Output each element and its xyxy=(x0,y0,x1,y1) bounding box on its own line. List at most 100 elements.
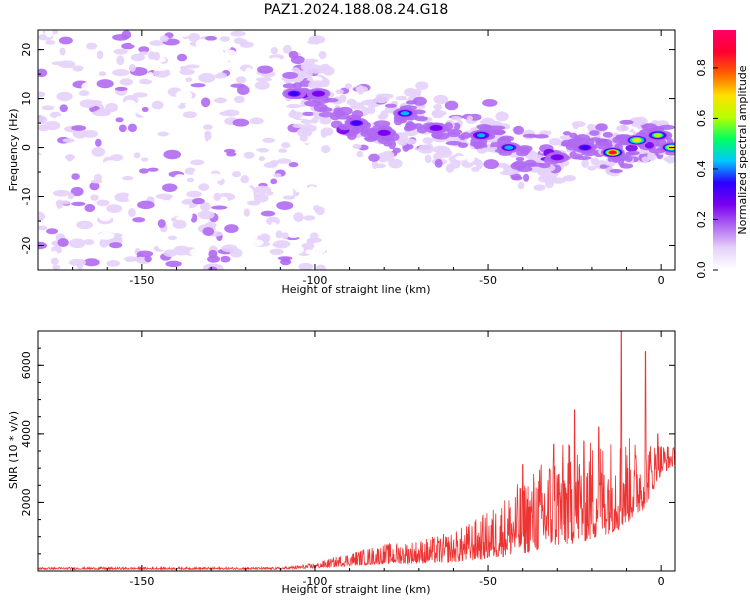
spectrum-blob xyxy=(392,147,401,154)
spectrum-blob xyxy=(197,210,215,220)
spectrum-blob xyxy=(226,151,237,157)
spectrum-blob xyxy=(38,225,48,231)
spectrum-blob xyxy=(574,155,592,161)
spectrum-blob xyxy=(319,107,333,113)
spectrum-blob xyxy=(157,131,169,137)
spectrum-blob xyxy=(50,176,62,182)
spectrum-blob xyxy=(128,64,136,72)
spectrum-blob xyxy=(38,142,45,148)
spectrum-blob xyxy=(287,187,294,198)
spectrum-blob xyxy=(533,184,546,191)
spectrum-blob xyxy=(285,103,302,109)
spectrum-blob xyxy=(487,125,506,130)
spectrum-blob xyxy=(43,47,53,53)
spectrum-blob xyxy=(116,55,125,66)
spectrum-blob xyxy=(290,55,305,65)
spectrum-blob xyxy=(516,149,529,157)
spectrum-blob xyxy=(595,123,608,131)
x-tick-label: -50 xyxy=(479,575,497,588)
spectrum-blob xyxy=(641,156,650,163)
spectrum-blob xyxy=(144,255,152,263)
spectrum-blob xyxy=(159,35,169,42)
spectrum-blob xyxy=(142,240,155,248)
spectrum-blob xyxy=(83,238,95,246)
spectrum-blob xyxy=(277,158,292,164)
spectrum-blob xyxy=(136,250,154,258)
spectrum-blob xyxy=(292,123,304,128)
spectrum-blob xyxy=(633,116,648,126)
spectrum-blob xyxy=(214,49,221,56)
spectrum-blob xyxy=(83,258,100,267)
spectrum-blob xyxy=(186,190,202,198)
spectrum-blob xyxy=(282,83,296,89)
spectrum-blob xyxy=(44,30,53,38)
spectrum-blob xyxy=(55,200,71,205)
spectrum-blob xyxy=(185,77,193,82)
spectrum-blob xyxy=(93,173,103,181)
spectrum-blob xyxy=(381,150,395,160)
spectrum-blob xyxy=(246,250,260,259)
spectrum-blob xyxy=(272,36,280,44)
spectrum-blob xyxy=(132,217,146,223)
spectrum-blob xyxy=(141,106,149,113)
spectrum-blob xyxy=(373,120,391,128)
spectrum-blob xyxy=(367,104,376,115)
spectrum-blob xyxy=(72,128,88,139)
spectrum-blob xyxy=(113,48,128,55)
spectrum-blob xyxy=(351,120,362,126)
spectrum-blob xyxy=(170,217,177,222)
spectrum-blob xyxy=(249,235,258,240)
spectrum-blob xyxy=(243,182,250,193)
spectrum-blob xyxy=(513,125,525,135)
spectrum-blob xyxy=(67,220,77,229)
spectrum-blob xyxy=(120,222,133,228)
spectrum-blob xyxy=(172,219,187,229)
spectrum-blob xyxy=(495,111,509,122)
spectrum-blob xyxy=(201,166,212,174)
spectrum-blob xyxy=(580,145,590,150)
x-tick-label: -100 xyxy=(302,575,327,588)
spectrum-blob xyxy=(136,145,153,152)
spectrum-blob xyxy=(254,213,262,219)
spectrum-blob xyxy=(418,144,433,154)
spectrum-blob xyxy=(190,159,205,166)
spectrum-blob xyxy=(85,42,98,50)
spectrum-blob xyxy=(138,46,150,53)
spectrum-blob xyxy=(453,110,466,115)
spectrum-blob xyxy=(203,124,213,130)
spectrum-blob xyxy=(66,154,73,162)
colorbar-tick-label: 0.6 xyxy=(695,110,708,128)
spectrum-blob xyxy=(590,157,600,166)
spectrum-blob xyxy=(356,85,365,95)
spectrum-blob xyxy=(269,248,284,256)
spectrum-blob xyxy=(146,59,159,69)
spectrum-blob xyxy=(159,199,175,206)
spectrum-blob xyxy=(565,175,573,182)
spectrum-blob xyxy=(457,142,469,148)
y-tick-label: 20 xyxy=(20,43,33,57)
spectrum-blob xyxy=(232,170,242,178)
y-tick-label: -10 xyxy=(20,188,33,206)
spectrum-blob xyxy=(517,181,525,190)
spectrum-blob xyxy=(192,197,205,205)
spectrum-blob xyxy=(405,100,417,105)
spectrum-blob xyxy=(114,86,128,91)
y-tick-label: 6000 xyxy=(20,351,33,379)
spectrum-blob xyxy=(150,128,158,135)
spectrum-blob xyxy=(273,173,282,178)
spectrum-blob xyxy=(298,262,314,270)
x-tick-label: 0 xyxy=(658,274,665,287)
spectrum-blob xyxy=(219,36,230,42)
spectrum-blob xyxy=(422,137,434,144)
spectrum-blob xyxy=(290,109,297,117)
spectrum-blob xyxy=(133,152,141,159)
spectrum-blob xyxy=(400,111,410,116)
spectrum-blob xyxy=(249,117,264,125)
spectrum-blob xyxy=(434,158,443,168)
spectrum-blob xyxy=(135,177,146,183)
colorbar-scale xyxy=(713,30,736,270)
spectrum-blob xyxy=(151,100,164,110)
spectrum-blob xyxy=(205,113,215,119)
spectrum-blob xyxy=(483,159,499,170)
